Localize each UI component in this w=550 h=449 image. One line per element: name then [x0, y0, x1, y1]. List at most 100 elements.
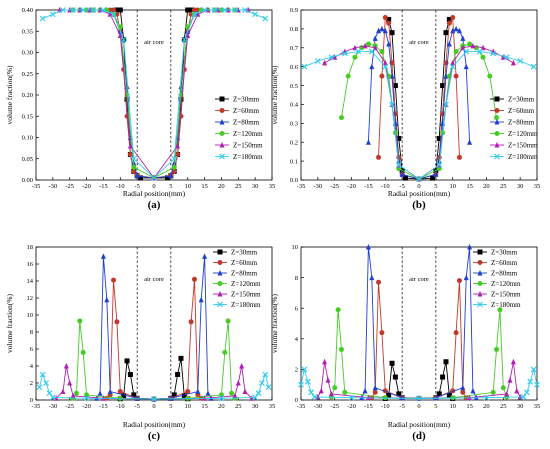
y-tick-label: 10 — [27, 312, 34, 319]
data-point — [46, 390, 53, 397]
data-point — [107, 11, 113, 17]
x-tick-label: 30 — [252, 403, 259, 410]
legend-entry: Z=30mm — [233, 95, 260, 103]
x-tick-label: -30 — [314, 403, 323, 410]
legend-marker — [219, 131, 225, 136]
data-point — [114, 7, 120, 13]
x-tick-label: -20 — [82, 183, 91, 190]
data-point — [70, 392, 76, 399]
data-point — [314, 58, 321, 64]
data-point — [503, 54, 510, 61]
data-point — [107, 388, 113, 394]
data-point — [185, 32, 191, 38]
legend-marker — [219, 119, 225, 125]
legend-entry: Z=30mm — [508, 95, 535, 103]
y-tick-label: 2 — [30, 380, 33, 387]
y-tick-label: 0.25 — [22, 71, 33, 78]
legend-entry: Z=80mm — [491, 269, 518, 277]
data-point — [164, 175, 170, 181]
data-point — [392, 83, 398, 89]
x-tick-label: 30 — [517, 403, 524, 410]
data-point — [235, 380, 241, 386]
y-axis-label: volume fraction(%) — [5, 294, 14, 353]
data-point — [171, 164, 177, 170]
series-line — [120, 358, 188, 400]
data-point — [198, 296, 204, 303]
legend-marker — [217, 270, 223, 276]
x-tick-label: 15 — [201, 403, 208, 410]
y-tick-label: 0.20 — [22, 92, 33, 99]
chart-panel-4: -35 -30 -25 -20 -15 -10 -5 0 5 10 15 20 25 30 35 0 2 4 6 8 1… — [270, 244, 540, 442]
data-point — [201, 7, 208, 13]
x-axis-label: Radial position(mm) — [123, 420, 186, 429]
x-tick-label: -5 — [134, 403, 139, 410]
data-point — [372, 35, 378, 41]
y-tick-label: 0.0 — [290, 177, 298, 184]
legend-marker — [477, 270, 483, 276]
panel-label: (d) — [412, 430, 426, 442]
series-line — [330, 309, 508, 399]
data-point — [460, 384, 466, 391]
x-tick-label: 0 — [417, 403, 420, 410]
data-point — [39, 371, 46, 378]
data-point — [338, 115, 344, 121]
data-point — [369, 274, 375, 281]
data-point — [460, 35, 466, 41]
data-point — [80, 349, 86, 355]
data-point — [386, 16, 392, 22]
x-axis-label: Radial position(mm) — [388, 189, 451, 198]
data-point — [460, 389, 466, 395]
legend-marker — [494, 131, 500, 136]
data-point — [131, 169, 137, 174]
y-tick-label: 0.3 — [290, 121, 298, 128]
x-tick-label: -15 — [99, 183, 108, 190]
data-point — [368, 48, 375, 55]
data-point — [376, 154, 382, 160]
x-tick-label: -20 — [82, 403, 91, 410]
y-tick-label: 0.6 — [290, 64, 299, 71]
x-tick-label: 20 — [483, 183, 490, 190]
x-tick-label: 35 — [269, 183, 276, 190]
legend-entry: Z=80mm — [231, 269, 258, 277]
legend-marker — [219, 108, 225, 113]
data-point — [369, 63, 375, 70]
x-tick-label: 35 — [534, 403, 541, 410]
data-point — [379, 73, 385, 79]
legend-entry: Z=30mm — [231, 248, 258, 256]
data-point — [127, 372, 133, 377]
data-point — [440, 111, 446, 117]
data-point — [97, 390, 103, 396]
series-Z=180mm — [301, 48, 537, 182]
y-tick-label: 0.35 — [22, 28, 33, 35]
series-line — [361, 246, 477, 399]
data-point — [530, 366, 537, 373]
data-point — [443, 101, 449, 108]
x-tick-label: 20 — [218, 403, 225, 410]
y-tick-label: 0.7 — [290, 45, 299, 52]
data-point — [453, 25, 459, 32]
data-point — [450, 59, 456, 66]
legend-entry: Z=150mm — [231, 290, 261, 298]
legend-entry: Z=120mm — [491, 280, 521, 288]
data-point — [188, 7, 194, 13]
data-point — [476, 48, 483, 55]
data-point — [453, 73, 459, 79]
series-line — [304, 51, 534, 180]
data-point — [39, 15, 46, 22]
data-point — [130, 155, 137, 162]
y-tick-label: 0.15 — [22, 113, 33, 120]
data-point — [446, 41, 452, 47]
data-point — [239, 363, 245, 369]
series-line — [384, 361, 454, 399]
x-tick-label: 25 — [235, 183, 242, 190]
data-point — [403, 175, 409, 181]
data-point — [355, 48, 362, 55]
data-point — [175, 372, 181, 377]
x-tick-label: -15 — [364, 403, 373, 410]
data-point — [497, 307, 503, 313]
data-point — [494, 347, 500, 353]
data-point — [262, 15, 269, 22]
data-point — [446, 392, 452, 398]
legend-marker — [477, 301, 483, 308]
data-point — [395, 161, 402, 168]
